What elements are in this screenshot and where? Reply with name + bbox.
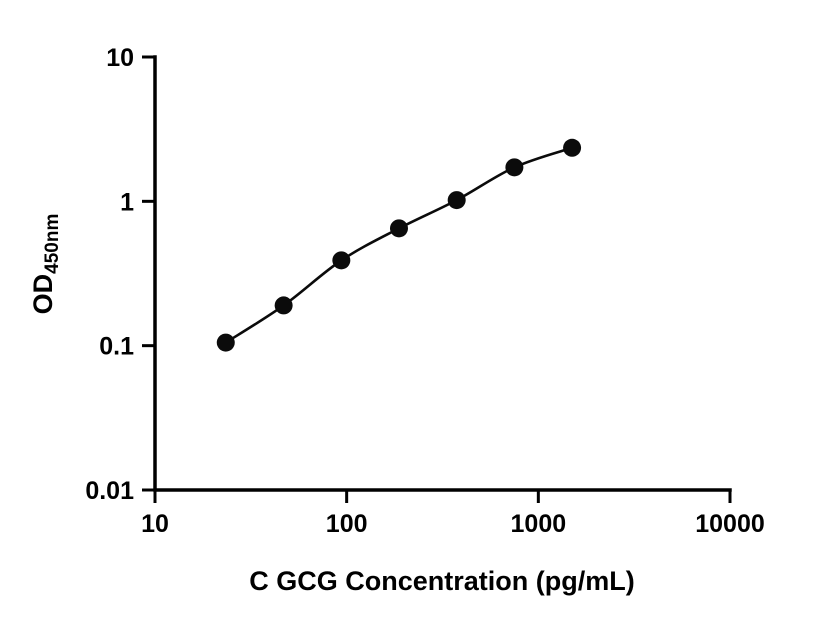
- axes-frame: [153, 55, 732, 492]
- data-point: [332, 251, 351, 270]
- data-point: [216, 333, 235, 352]
- x-tick-label: 10000: [695, 510, 765, 538]
- y-tick-label: 10: [106, 44, 134, 72]
- y-tick-label: 0.01: [85, 477, 134, 505]
- data-point: [447, 191, 466, 210]
- y-tick-label: 1: [120, 188, 134, 216]
- data-point: [563, 138, 582, 157]
- y-tick-label: 0.1: [99, 333, 134, 361]
- y-axis-title-main: OD: [28, 274, 58, 315]
- y-axis-title-subscript: 450nm: [42, 214, 63, 274]
- x-tick-label: 1000: [511, 510, 567, 538]
- x-tick-label: 100: [326, 510, 368, 538]
- data-point: [274, 296, 293, 315]
- data-point: [505, 158, 524, 177]
- x-tick-label: 10: [141, 510, 169, 538]
- plot-layer: 10 100 1000 10000 10 1 0.1 0.01: [85, 44, 764, 538]
- y-axis-title: OD450nm: [28, 214, 63, 315]
- data-point: [389, 219, 408, 238]
- x-axis-title: C GCG Concentration (pg/mL): [249, 566, 634, 596]
- standard-curve-line: [225, 146, 573, 344]
